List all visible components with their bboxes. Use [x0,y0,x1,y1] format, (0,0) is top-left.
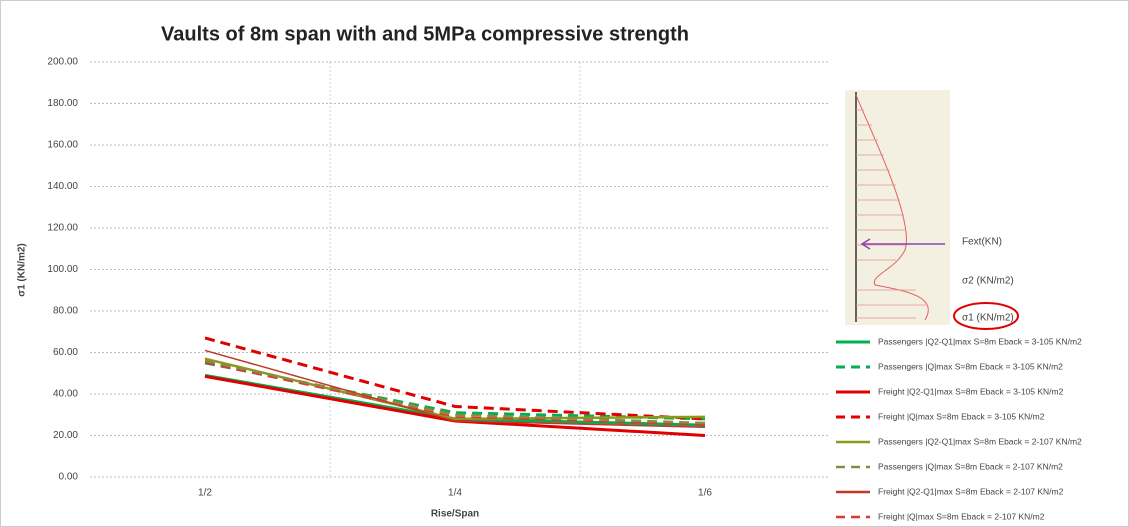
legend-label: Passengers |Q2-Q1|max S=8m Eback = 2-107… [878,436,1082,446]
y-tick-label: 120.00 [47,223,78,234]
inset-arrow [860,238,945,250]
y-tick-label: 160.00 [47,140,78,151]
annotation: Fext(KN) [962,237,1002,248]
annotation: σ2 (KN/m2) [962,276,1014,287]
legend-label: Freight |Q|max S=8m Eback = 3-105 KN/m2 [878,411,1045,421]
y-tick-label: 80.00 [53,306,78,317]
y-tick-label: 20.00 [53,430,78,441]
series-line [204,349,706,428]
series-line [204,359,706,425]
inset-curve [855,94,929,321]
legend-label: Passengers |Q|max S=8m Eback = 3-105 KN/… [878,361,1063,371]
annotation-highlight [953,302,1019,330]
legend-label: Freight |Q|max S=8m Eback = 2-107 KN/m2 [878,511,1045,521]
annotation: σ1 (KN/m2) [962,313,1014,324]
chart-title: Vaults of 8m span with and 5MPa compress… [161,23,689,45]
y-tick-label: 60.00 [53,347,78,358]
x-tick-label: 1/4 [448,488,462,499]
y-tick-label: 140.00 [47,181,78,192]
y-tick-label: 180.00 [47,98,78,109]
inset-hatch [856,109,926,319]
inset-background [845,90,950,325]
legend-label: Passengers |Q2-Q1|max S=8m Eback = 3-105… [878,336,1082,346]
x-axis-label: Rise/Span [431,509,479,520]
y-tick-label: 0.00 [59,472,79,483]
inset-diagram: Fext(KN) σ2 (KN/m2) σ1 (KN/m2) [845,90,1019,330]
x-tick-label: 1/6 [698,488,712,499]
y-tick-label: 200.00 [47,57,78,68]
series-line [204,336,706,421]
x-tick-label: 1/2 [198,488,212,499]
y-axis-label: σ1 (KN/m2) [17,243,28,297]
legend-label: Freight |Q2-Q1|max S=8m Eback = 2-107 KN… [878,486,1064,496]
y-tick-label: 100.00 [47,264,78,275]
series-line [204,362,706,426]
y-tick-label: 40.00 [53,389,78,400]
legend-label: Passengers |Q|max S=8m Eback = 2-107 KN/… [878,461,1063,471]
legend-label: Freight |Q2-Q1|max S=8m Eback = 3-105 KN… [878,386,1064,396]
